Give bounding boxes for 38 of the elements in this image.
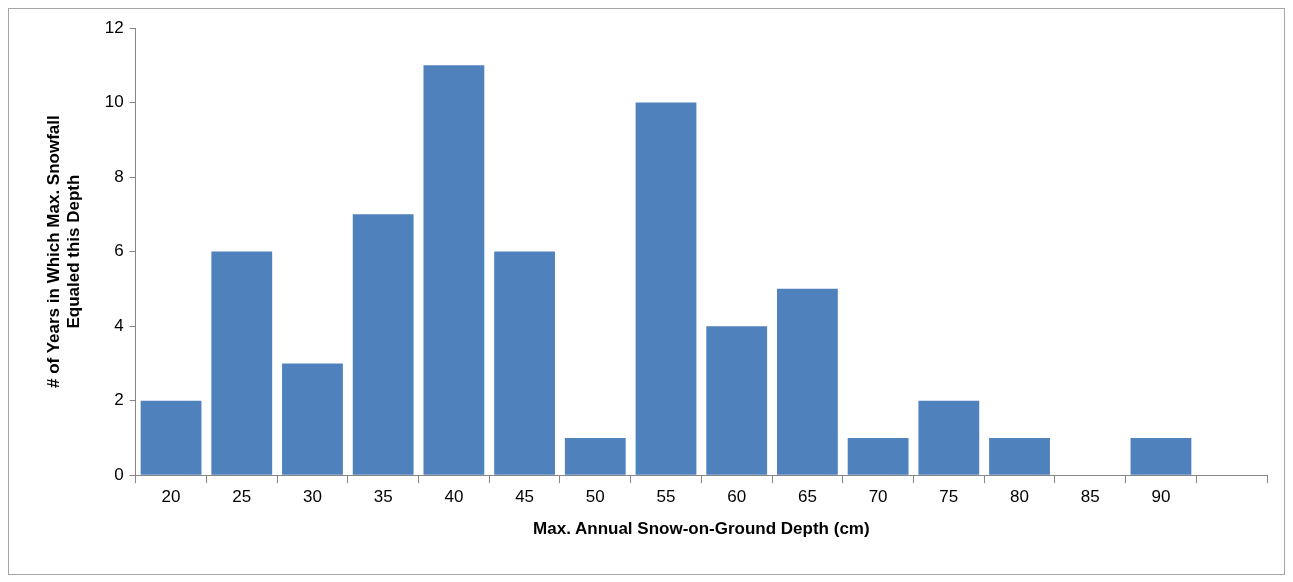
x-tick-label: 70 [868, 487, 888, 507]
bar [494, 251, 555, 475]
x-tick-label: 35 [373, 487, 393, 507]
x-tick-label: 25 [232, 487, 252, 507]
bar [211, 251, 273, 475]
x-tick-label: 45 [515, 487, 535, 507]
bar [706, 326, 768, 475]
x-tick-label: 90 [1151, 487, 1171, 507]
y-tick-label: 0 [114, 464, 124, 484]
bar [635, 102, 697, 475]
x-tick-label: 50 [585, 487, 605, 507]
bar [1130, 437, 1192, 475]
bar [423, 65, 485, 475]
y-tick-label: 6 [114, 241, 124, 261]
y-tick-label: 8 [114, 166, 124, 186]
y-tick-label: 10 [104, 92, 124, 112]
bar [918, 400, 980, 475]
x-tick-label: 55 [656, 487, 676, 507]
bar [564, 437, 626, 475]
y-tick-label: 4 [114, 315, 124, 335]
bar [352, 214, 414, 475]
y-axis-title: # of Years in Which Max. Snowfall Equaled this Depth [43, 115, 84, 388]
bar [989, 437, 1050, 475]
bar [282, 363, 343, 475]
x-tick-label: 30 [303, 487, 322, 507]
bar [847, 437, 909, 475]
bar [777, 288, 838, 475]
x-tick-label: 40 [444, 487, 464, 507]
bar [140, 400, 202, 475]
x-tick-label: 75 [939, 487, 959, 507]
x-tick-label: 80 [1010, 487, 1029, 507]
x-tick-label: 20 [161, 487, 181, 507]
x-tick-label: 85 [1080, 487, 1100, 507]
x-tick-label: 65 [797, 487, 817, 507]
x-tick-label: 60 [727, 487, 747, 507]
x-axis-title: Max. Annual Snow-on-Ground Depth (cm) [533, 519, 870, 539]
y-tick-label: 12 [104, 17, 124, 37]
y-tick-label: 2 [114, 390, 124, 410]
